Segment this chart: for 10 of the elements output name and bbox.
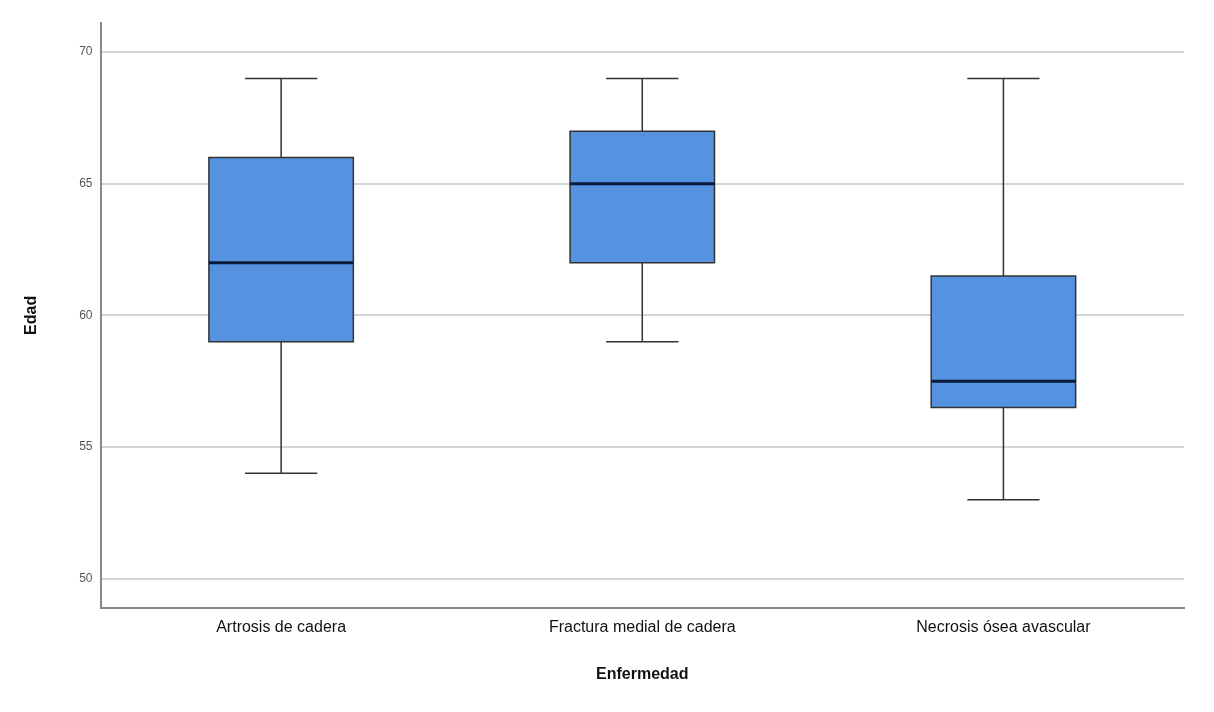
y-tick-label: 70 (79, 44, 93, 59)
y-tick-label: 65 (79, 176, 93, 191)
x-tick-label: Artrosis de cadera (216, 617, 347, 635)
y-tick-label: 55 (79, 439, 93, 454)
y-tick-label: 50 (79, 570, 93, 585)
y-axis-title: Edad (22, 295, 40, 335)
x-tick-label: Necrosis ósea avascular (916, 617, 1092, 635)
y-tick-label: 60 (79, 307, 93, 322)
x-axis-title: Enfermedad (596, 664, 689, 682)
x-tick-label: Fractura medial de cadera (548, 617, 736, 635)
